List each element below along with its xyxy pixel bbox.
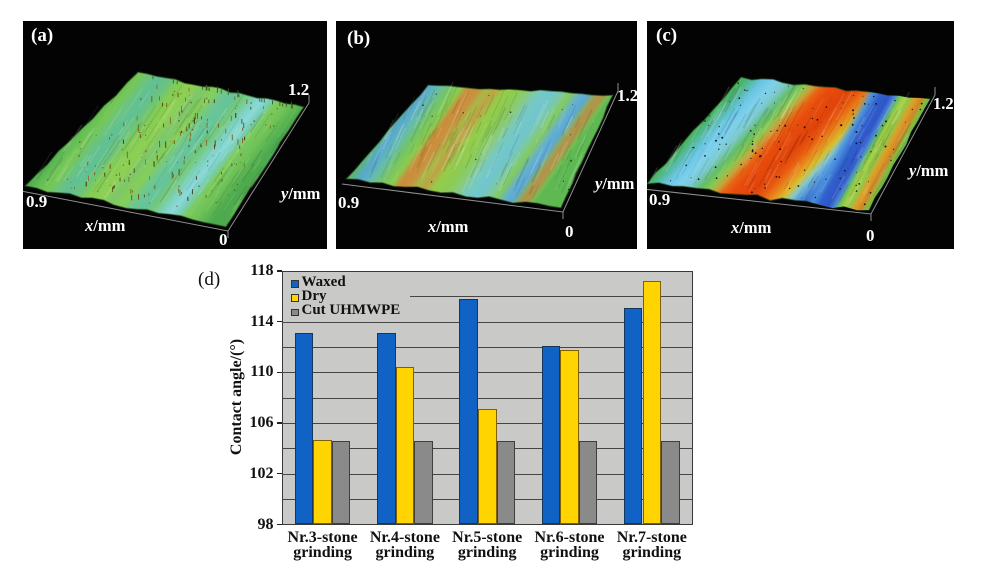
- svg-text:1.2: 1.2: [617, 86, 637, 105]
- svg-text:y/mm: y/mm: [907, 161, 949, 180]
- svg-text:(b): (b): [347, 28, 370, 49]
- svg-text:x/mm: x/mm: [427, 217, 469, 236]
- svg-text:0.9: 0.9: [338, 193, 359, 212]
- svg-text:x/mm: x/mm: [730, 218, 772, 237]
- svg-text:0: 0: [219, 230, 228, 249]
- svg-text:y/mm: y/mm: [279, 184, 321, 203]
- svg-text:y/mm: y/mm: [593, 174, 635, 193]
- svg-text:(a): (a): [31, 25, 53, 46]
- svg-text:1.2: 1.2: [933, 94, 954, 113]
- svg-text:0: 0: [565, 222, 574, 241]
- svg-text:x/mm: x/mm: [84, 216, 126, 235]
- svg-text:1.2: 1.2: [288, 80, 309, 99]
- svg-text:0.9: 0.9: [26, 192, 47, 211]
- svg-text:0.9: 0.9: [649, 190, 670, 209]
- svg-text:(c): (c): [656, 25, 677, 46]
- svg-text:0: 0: [866, 226, 875, 245]
